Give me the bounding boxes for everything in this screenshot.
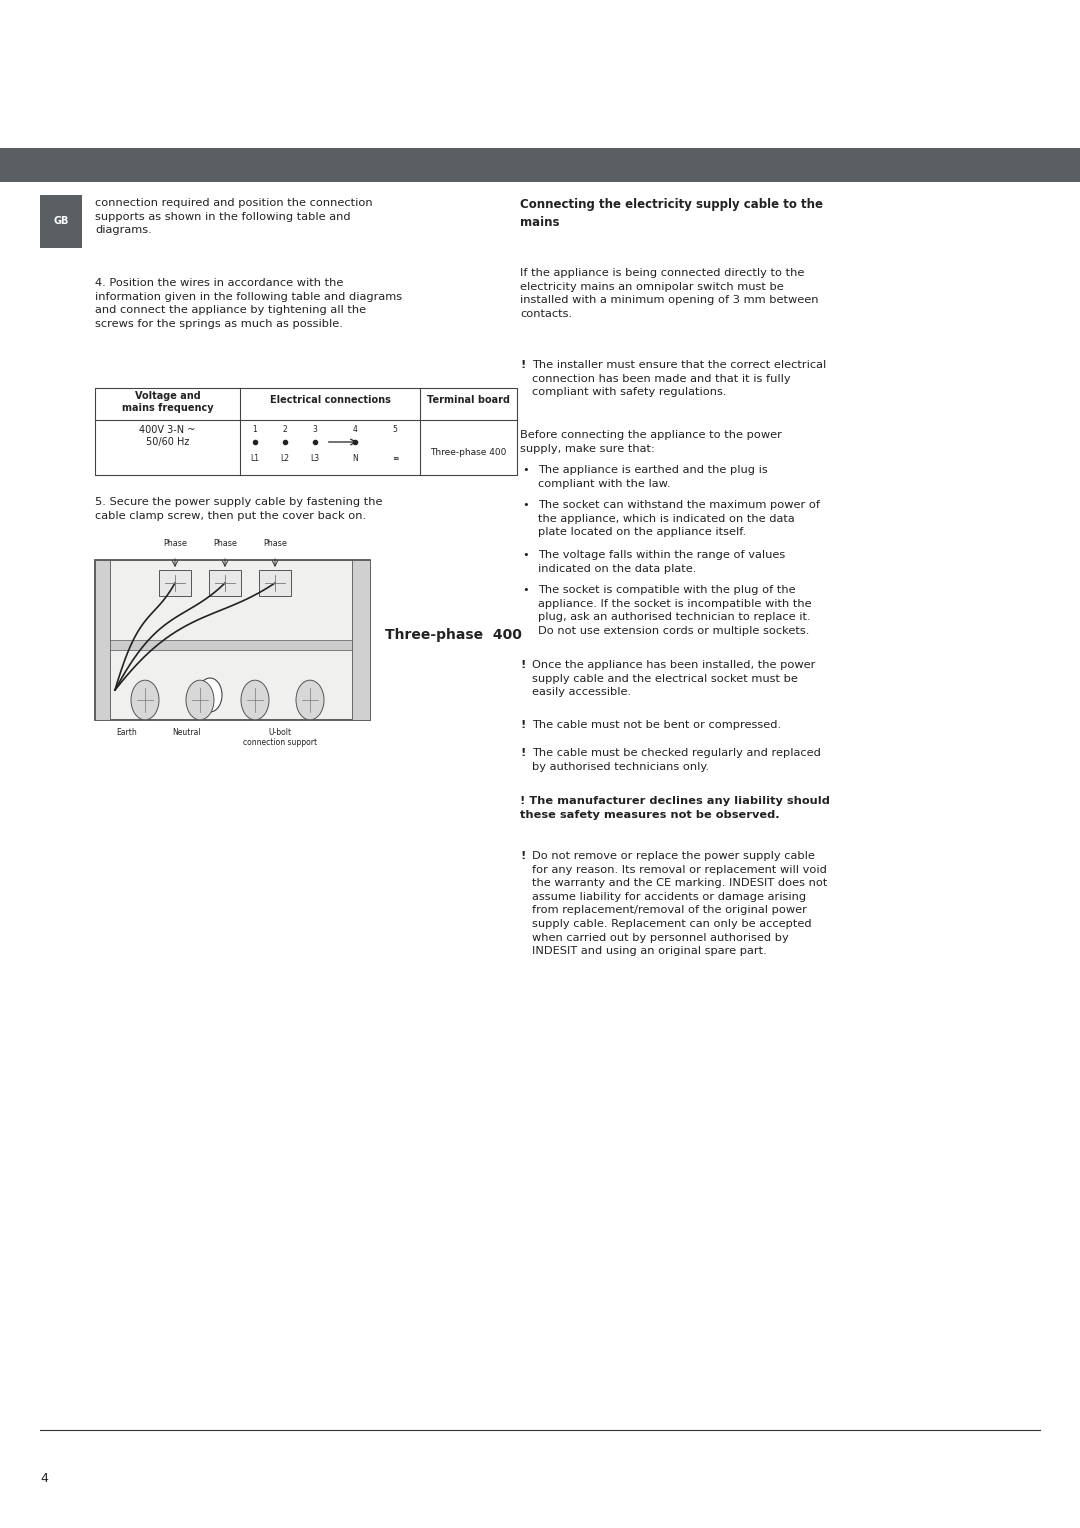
Text: 4. Position the wires in accordance with the
information given in the following : 4. Position the wires in accordance with… [95, 278, 402, 329]
Text: 5. Secure the power supply cable by fastening the
cable clamp screw, then put th: 5. Secure the power supply cable by fast… [95, 497, 382, 521]
Bar [95, 559, 110, 720]
Text: Terminal board: Terminal board [427, 396, 510, 405]
Text: !: ! [519, 749, 525, 758]
Bar [352, 559, 370, 720]
Text: Once the appliance has been installed, the power
supply cable and the electrical: Once the appliance has been installed, t… [532, 660, 815, 697]
Text: The cable must not be bent or compressed.: The cable must not be bent or compressed… [532, 720, 781, 730]
Text: Do not remove or replace the power supply cable
for any reason. Its removal or r: Do not remove or replace the power suppl… [532, 851, 827, 957]
Text: !: ! [519, 361, 525, 370]
Text: •: • [522, 585, 529, 594]
Text: L1: L1 [251, 454, 259, 463]
Text: •: • [522, 465, 529, 475]
Text: Neutral: Neutral [173, 727, 201, 736]
Text: Earth: Earth [117, 727, 137, 736]
Text: Connecting the electricity supply cable to the
mains: Connecting the electricity supply cable … [519, 199, 823, 229]
Text: 2: 2 [283, 425, 287, 434]
Text: ! The manufacturer declines any liability should
these safety measures not be ob: ! The manufacturer declines any liabilit… [519, 796, 829, 819]
Text: Phase: Phase [213, 539, 237, 549]
Text: 400V 3-N ~
50/60 Hz: 400V 3-N ~ 50/60 Hz [139, 425, 195, 448]
Text: !: ! [519, 660, 525, 669]
Text: GB: GB [53, 217, 69, 226]
Circle shape [296, 680, 324, 720]
Text: L2: L2 [281, 454, 289, 463]
Bar [210, 570, 241, 596]
Text: •: • [522, 550, 529, 559]
Text: 5: 5 [392, 425, 397, 434]
Text: 4: 4 [40, 1471, 48, 1485]
Text: Electrical connections: Electrical connections [270, 396, 391, 405]
Text: N: N [352, 454, 357, 463]
Text: !: ! [519, 720, 525, 730]
Text: Phase: Phase [264, 539, 287, 549]
Circle shape [186, 680, 214, 720]
Text: The socket can withstand the maximum power of
the appliance, which is indicated : The socket can withstand the maximum pow… [538, 500, 820, 538]
Bar [40, 196, 82, 248]
Text: If the appliance is being connected directly to the
electricity mains an omnipol: If the appliance is being connected dire… [519, 267, 819, 319]
Text: U-bolt
connection support: U-bolt connection support [243, 727, 318, 747]
Circle shape [131, 680, 159, 720]
Circle shape [198, 678, 222, 712]
Text: The cable must be checked regularly and replaced
by authorised technicians only.: The cable must be checked regularly and … [532, 749, 821, 772]
Text: 1: 1 [253, 425, 257, 434]
Bar [95, 559, 370, 720]
Bar [259, 570, 291, 596]
Text: Voltage and
mains frequency: Voltage and mains frequency [122, 391, 214, 414]
Text: connection required and position the connection
supports as shown in the followi: connection required and position the con… [95, 199, 373, 235]
Text: The socket is compatible with the plug of the
appliance. If the socket is incomp: The socket is compatible with the plug o… [538, 585, 812, 636]
Text: L3: L3 [310, 454, 320, 463]
Text: !: ! [519, 851, 525, 860]
Text: The voltage falls within the range of values
indicated on the data plate.: The voltage falls within the range of va… [538, 550, 785, 573]
Bar [110, 640, 352, 649]
Text: •: • [522, 500, 529, 510]
Bar [0, 148, 1080, 182]
Circle shape [241, 680, 269, 720]
Text: 4: 4 [352, 425, 357, 434]
Text: Before connecting the appliance to the power
supply, make sure that:: Before connecting the appliance to the p… [519, 429, 782, 454]
Bar [95, 388, 517, 475]
Text: Three-phase 400: Three-phase 400 [430, 448, 507, 457]
Bar [159, 570, 191, 596]
Text: ≡: ≡ [392, 454, 399, 463]
Text: Three-phase  400: Three-phase 400 [384, 628, 522, 642]
Text: The appliance is earthed and the plug is
compliant with the law.: The appliance is earthed and the plug is… [538, 465, 768, 489]
Text: 3: 3 [312, 425, 318, 434]
Text: Phase: Phase [163, 539, 187, 549]
Text: The installer must ensure that the correct electrical
connection has been made a: The installer must ensure that the corre… [532, 361, 826, 397]
